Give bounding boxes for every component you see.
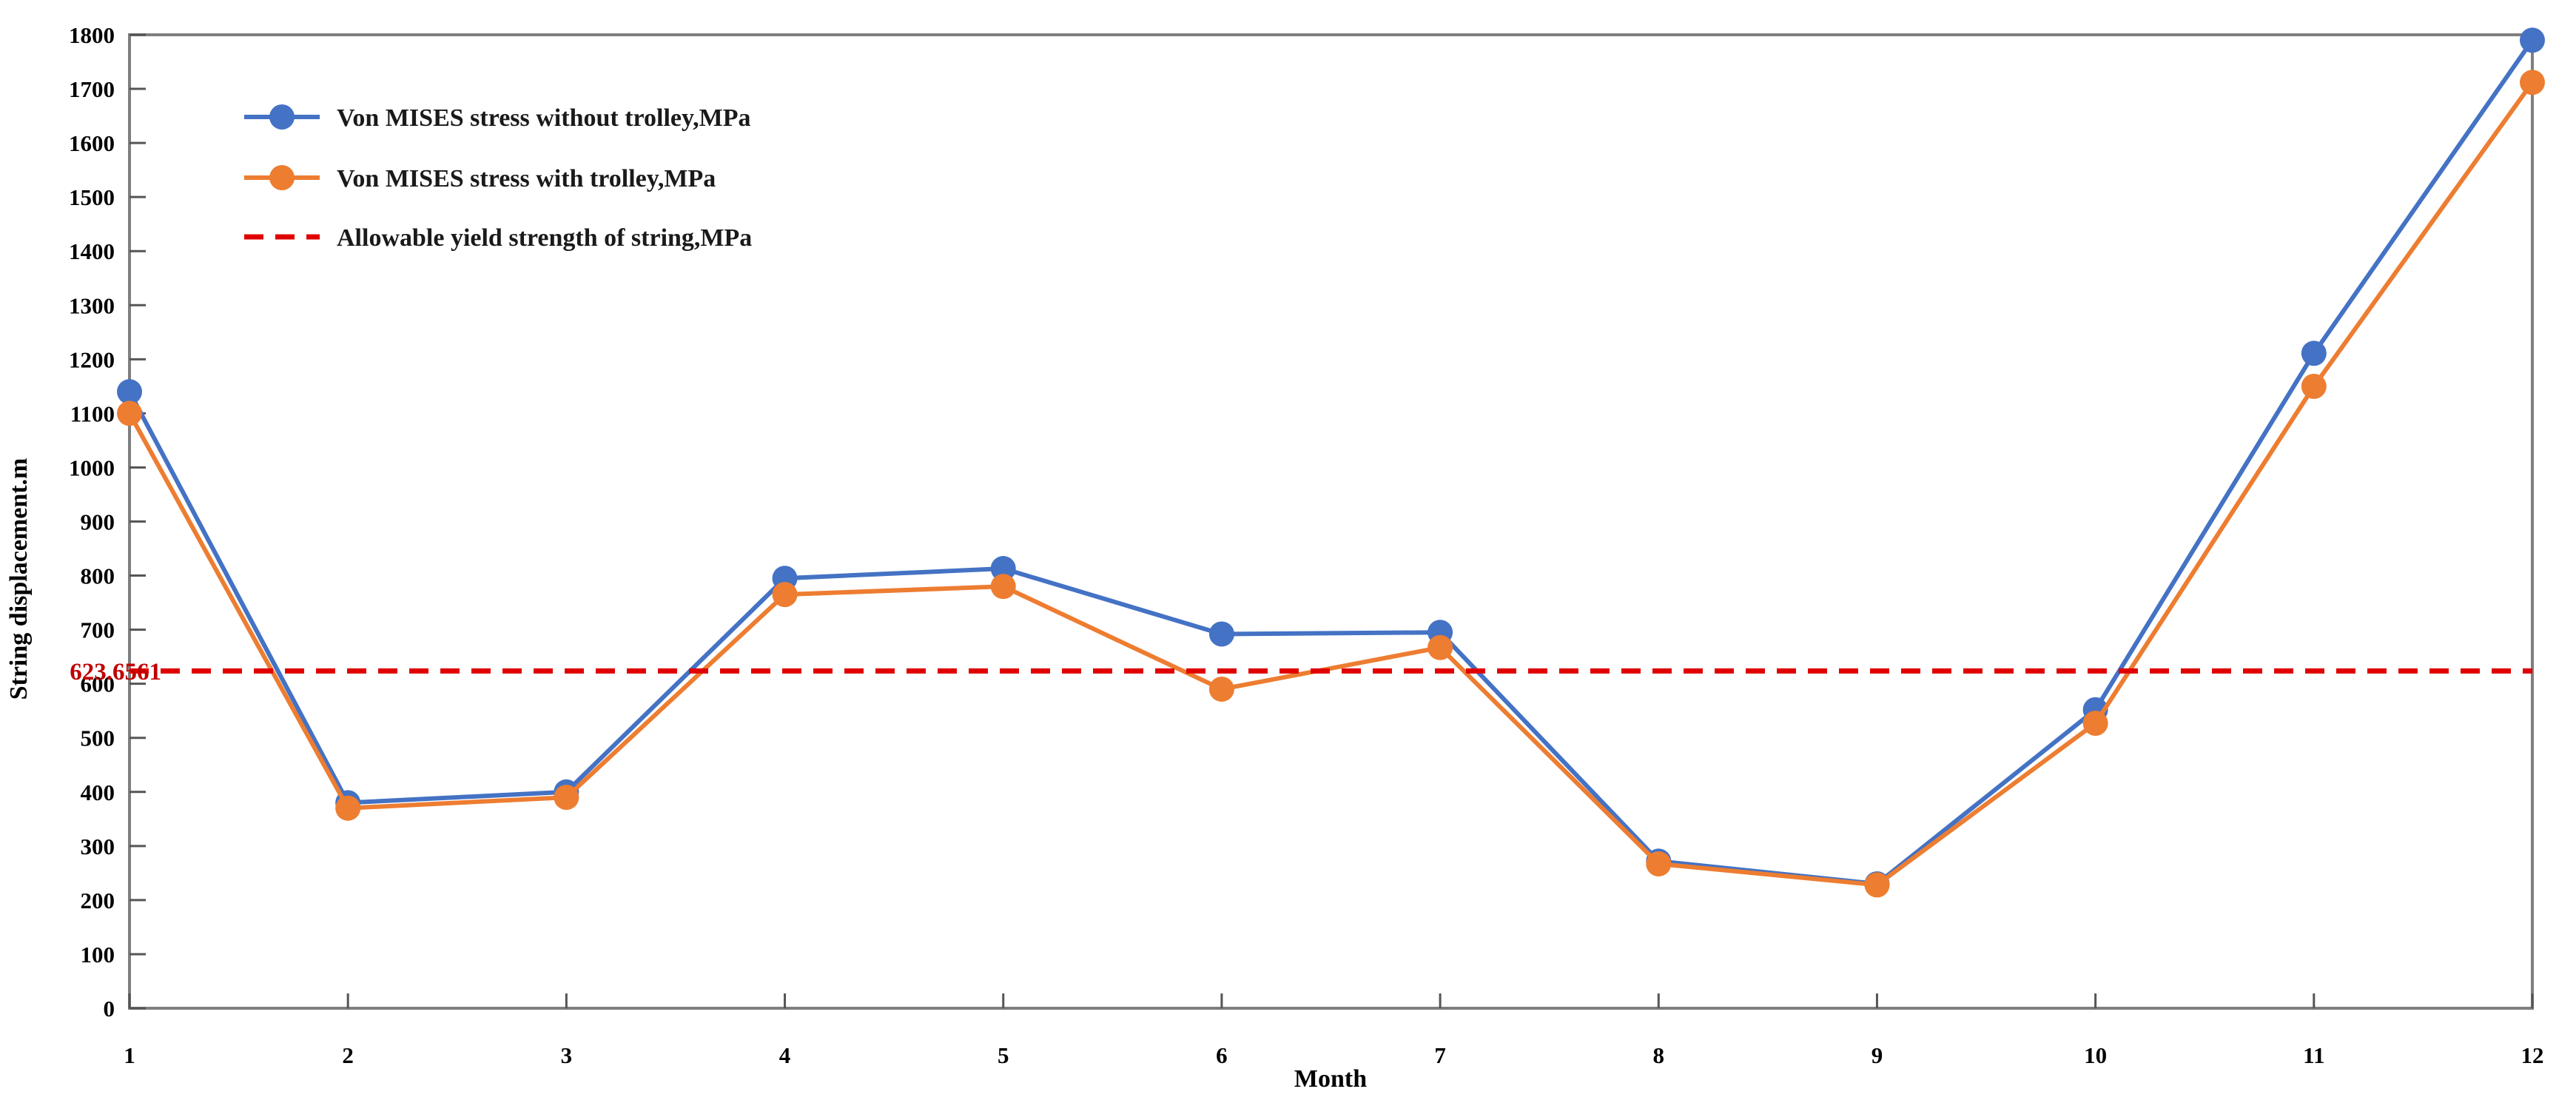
- y-axis-tick-label: 1100: [70, 400, 115, 426]
- x-axis-tick-label: 9: [1872, 1042, 1883, 1068]
- data-point-with-trolley-month-6: [1208, 676, 1234, 702]
- data-point-with-trolley-month-8: [1646, 851, 1672, 876]
- series-line-without-trolley: [127, 38, 2535, 887]
- legend-marker-orange-circle: [269, 165, 295, 190]
- x-axis-tick-label: 10: [2084, 1042, 2107, 1068]
- y-axis-tick-label: 1600: [69, 130, 115, 156]
- y-axis-tick-label: 800: [81, 563, 115, 589]
- x-axis-tick-label: 11: [2303, 1042, 2324, 1068]
- y-axis-tick-label: 300: [81, 834, 115, 859]
- y-axis-tick-label: 600: [81, 671, 115, 697]
- y-axis-tick-label: 1200: [69, 346, 115, 372]
- legend-label: Allowable yield strength of string,MPa: [337, 224, 752, 252]
- legend-item-with-trolley: Von MISES stress with trolley,MPa: [244, 165, 716, 192]
- legend-item-without-trolley: Von MISES stress without trolley,MPa: [244, 104, 750, 132]
- y-axis-tick-label: 900: [81, 509, 115, 535]
- data-point-with-trolley-month-4: [772, 582, 798, 608]
- threshold-value-label: 623.6561: [70, 659, 161, 685]
- x-axis-tick-label: 5: [998, 1042, 1009, 1068]
- x-axis-title: Month: [1294, 1065, 1367, 1093]
- x-axis-tick-label: 1: [124, 1042, 135, 1068]
- legend-marker-blue-circle: [269, 104, 295, 130]
- x-axis-tick-label: 6: [1216, 1042, 1228, 1068]
- y-axis-tick-label: 1700: [69, 76, 115, 102]
- data-point-without-trolley-month-12: [2520, 27, 2545, 53]
- legend-item-threshold: Allowable yield strength of string,MPa: [244, 224, 752, 252]
- y-axis-tick-label: 400: [81, 780, 115, 805]
- data-point-with-trolley-month-5: [990, 574, 1016, 600]
- y-axis-tick-label: 200: [81, 888, 115, 913]
- data-point-with-trolley-month-10: [2082, 710, 2108, 736]
- legend-label: Von MISES stress without trolley,MPa: [337, 104, 750, 132]
- y-axis-title: String displacement.m: [5, 458, 33, 700]
- data-point-without-trolley-month-5: [990, 556, 1016, 582]
- y-axis-tick-label: 0: [104, 996, 115, 1022]
- data-point-without-trolley-month-1: [117, 379, 142, 405]
- x-axis-tick-label: 8: [1653, 1042, 1665, 1068]
- data-point-with-trolley-month-9: [1864, 872, 1890, 898]
- y-axis-tick-label: 1800: [69, 22, 115, 48]
- y-axis-tick-label: 500: [81, 725, 115, 751]
- data-point-with-trolley-month-3: [554, 785, 579, 811]
- y-axis-tick-label: 1300: [69, 292, 115, 318]
- data-point-without-trolley-month-6: [1208, 621, 1234, 647]
- y-axis-tick-label: 1000: [69, 455, 115, 480]
- x-axis-tick-label: 3: [561, 1042, 573, 1068]
- data-point-with-trolley-month-11: [2301, 373, 2327, 399]
- series-line-with-trolley: [127, 81, 2535, 888]
- legend-label: Von MISES stress with trolley,MPa: [337, 165, 716, 192]
- y-axis-tick-label: 1400: [69, 238, 115, 264]
- data-point-without-trolley-month-11: [2301, 341, 2327, 366]
- data-point-with-trolley-month-7: [1427, 634, 1453, 660]
- data-point-with-trolley-month-2: [335, 795, 361, 821]
- chart-legend: Von MISES stress without trolley,MPa Von…: [244, 104, 752, 252]
- x-axis-tick-label: 4: [779, 1042, 791, 1068]
- x-axis-tick-label: 7: [1434, 1042, 1446, 1068]
- data-point-with-trolley-month-1: [117, 400, 142, 426]
- y-axis-tick-label: 1500: [69, 184, 115, 210]
- x-axis-tick-label: 2: [342, 1042, 354, 1068]
- data-point-with-trolley-month-12: [2520, 70, 2545, 95]
- x-axis-tick-label: 12: [2521, 1042, 2544, 1068]
- y-axis-tick-label: 700: [81, 617, 115, 643]
- y-axis-tick-label: 100: [81, 942, 115, 968]
